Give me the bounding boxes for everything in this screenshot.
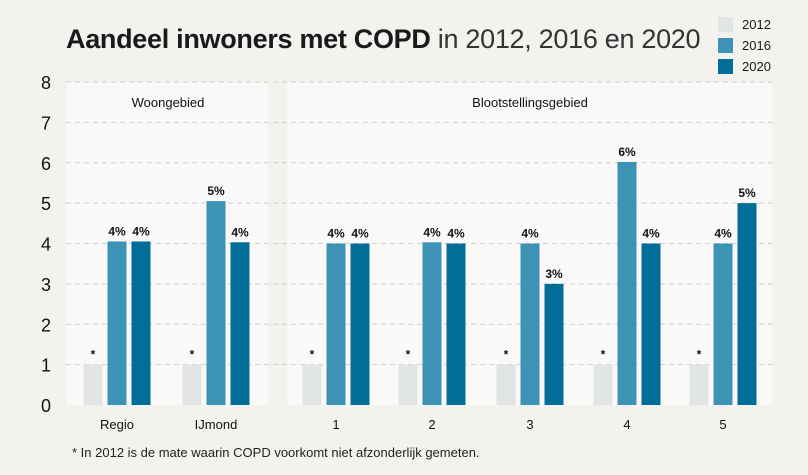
data-label: 4% xyxy=(714,227,732,241)
bar-2012-Regio xyxy=(83,364,103,405)
x-tick-label: 5 xyxy=(719,417,726,432)
data-label: 5% xyxy=(207,184,225,198)
y-tick-label: 5 xyxy=(41,194,51,214)
x-tick-label: 3 xyxy=(526,417,533,432)
bar-2016-5 xyxy=(713,243,733,405)
x-tick-label: 4 xyxy=(623,417,630,432)
x-tick-label: IJmond xyxy=(195,417,238,432)
bar-2012-4 xyxy=(593,364,613,405)
legend-item-2012: 2012 xyxy=(718,14,771,35)
legend-swatch-2016 xyxy=(718,38,733,53)
data-label: * xyxy=(190,348,195,362)
y-tick-label: 7 xyxy=(41,113,51,133)
footnote: * In 2012 is de mate waarin COPD voorkom… xyxy=(72,445,480,460)
bar-2020-1 xyxy=(350,243,370,405)
bar-2016-3 xyxy=(520,243,540,405)
data-label: 3% xyxy=(545,267,563,281)
bar-2012-2 xyxy=(398,364,418,405)
data-label: * xyxy=(504,348,509,362)
legend-swatch-2020 xyxy=(718,59,733,74)
data-label: * xyxy=(310,348,315,362)
bar-2016-1 xyxy=(326,243,346,405)
chart-title: Aandeel inwoners met COPD in 2012, 2016 … xyxy=(66,24,701,55)
data-label: 4% xyxy=(521,227,539,241)
bar-2020-Regio xyxy=(131,241,151,405)
data-label: 4% xyxy=(351,227,369,241)
data-label: 4% xyxy=(327,227,345,241)
bar-2020-4 xyxy=(641,243,661,405)
data-label: 6% xyxy=(618,145,636,159)
bar-2020-2 xyxy=(446,243,466,405)
data-label: 4% xyxy=(108,224,126,238)
data-label: 4% xyxy=(642,227,660,241)
data-label: * xyxy=(697,348,702,362)
x-tick-label: Regio xyxy=(100,417,134,432)
bar-2012-1 xyxy=(302,364,322,405)
bar-2020-5 xyxy=(737,203,757,405)
bar-2016-IJmond xyxy=(206,201,226,405)
y-tick-label: 2 xyxy=(41,315,51,335)
bar-2012-IJmond xyxy=(182,364,202,405)
y-tick-label: 4 xyxy=(41,235,51,255)
legend-label-2012: 2012 xyxy=(742,17,771,32)
legend-label-2020: 2020 xyxy=(742,59,771,74)
x-tick-label: 2 xyxy=(428,417,435,432)
bar-2016-4 xyxy=(617,161,637,405)
legend-label-2016: 2016 xyxy=(742,38,771,53)
y-tick-label: 3 xyxy=(41,275,51,295)
bar-2012-5 xyxy=(689,364,709,405)
legend-item-2016: 2016 xyxy=(718,35,771,56)
y-tick-label: 0 xyxy=(41,396,51,416)
data-label: 4% xyxy=(423,225,441,239)
data-label: * xyxy=(91,348,96,362)
data-label: 5% xyxy=(738,186,756,200)
legend-swatch-2012 xyxy=(718,17,733,32)
chart-title-rest: in 2012, 2016 en 2020 xyxy=(437,24,701,54)
bar-2020-IJmond xyxy=(230,242,250,405)
x-tick-label: 1 xyxy=(332,417,339,432)
chart-title-bold: Aandeel inwoners met COPD xyxy=(66,24,431,54)
data-label: 4% xyxy=(231,225,249,239)
bar-2020-3 xyxy=(544,283,564,405)
bar-2016-Regio xyxy=(107,241,127,405)
group-label: Blootstellingsgebied xyxy=(472,95,588,110)
legend: 2012 2016 2020 xyxy=(718,14,771,77)
data-label: 4% xyxy=(132,224,150,238)
y-tick-label: 8 xyxy=(41,73,51,93)
group-label: Woongebied xyxy=(132,95,205,110)
bar-2012-3 xyxy=(496,364,516,405)
data-label: 4% xyxy=(447,227,465,241)
y-tick-label: 1 xyxy=(41,356,51,376)
bar-2016-2 xyxy=(422,242,442,405)
legend-item-2020: 2020 xyxy=(718,56,771,77)
data-label: * xyxy=(406,348,411,362)
data-label: * xyxy=(601,348,606,362)
y-tick-label: 6 xyxy=(41,154,51,174)
